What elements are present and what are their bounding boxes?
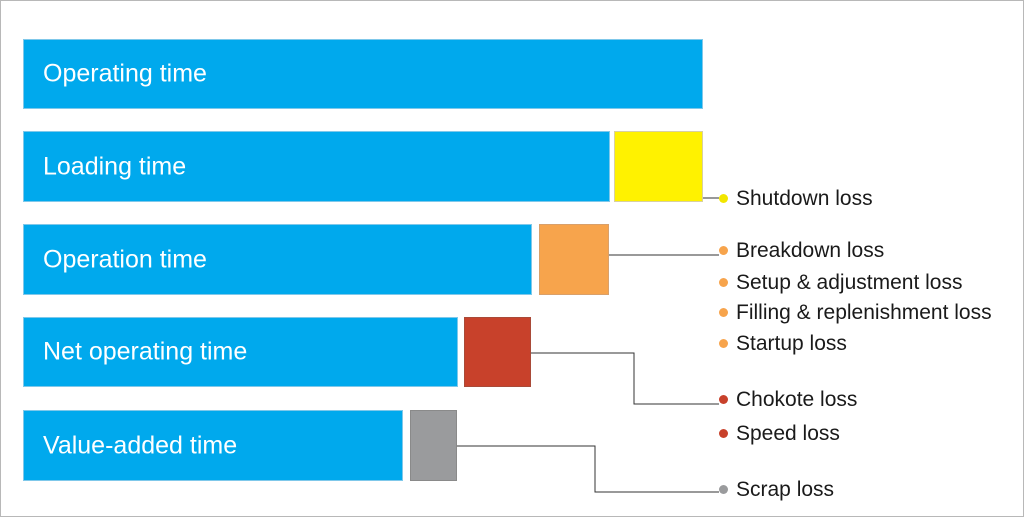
bullet-dot — [719, 429, 728, 438]
loss-label: Breakdown loss — [736, 239, 885, 262]
bullet-dot — [719, 194, 728, 203]
bar-label: Value-added time — [43, 431, 238, 459]
loss-label: Chokote loss — [736, 388, 858, 411]
bar-operating-time: Operating time — [23, 39, 703, 109]
loss-label: Setup & adjustment loss — [736, 271, 963, 294]
loss-item-startup: Startup loss — [719, 332, 847, 356]
loss-label: Shutdown loss — [736, 187, 873, 210]
loss-item-setup: Setup & adjustment loss — [719, 271, 962, 295]
bullet-dot — [719, 246, 728, 255]
loss-item-shutdown: Shutdown loss — [719, 187, 873, 211]
bar-loading-time: Loading time — [23, 131, 610, 202]
loss-label: Speed loss — [736, 422, 840, 445]
loss-item-breakdown: Breakdown loss — [719, 239, 884, 263]
loss-item-speed: Speed loss — [719, 422, 840, 446]
bullet-dot — [719, 395, 728, 404]
loss-item-chokote: Chokote loss — [719, 388, 857, 412]
connector-chokote — [531, 352, 719, 405]
bar-label: Loading time — [43, 152, 187, 180]
bar-label: Operation time — [43, 245, 207, 273]
bar-label: Operating time — [43, 59, 207, 88]
bar-operation-time: Operation time — [23, 224, 532, 295]
bar-label: Net operating time — [43, 337, 248, 366]
bullet-dot — [719, 278, 728, 287]
bullet-dot — [719, 339, 728, 348]
loss-label: Startup loss — [736, 332, 847, 355]
loss-box-operation — [539, 224, 609, 295]
connector-scrap — [457, 445, 719, 493]
bar-value-added-time: Value-added time — [23, 410, 403, 481]
loss-box-quality — [410, 410, 457, 481]
loss-box-shutdown — [614, 131, 703, 202]
bullet-dot — [719, 485, 728, 494]
loss-box-performance — [464, 317, 531, 387]
bullet-dot — [719, 308, 728, 317]
loss-label: Scrap loss — [736, 478, 835, 501]
loss-item-scrap: Scrap loss — [719, 478, 834, 502]
loss-item-filling: Filling & replenishment loss — [719, 301, 992, 325]
loss-label: Filling & replenishment loss — [736, 301, 992, 324]
bar-net-operating-time: Net operating time — [23, 317, 458, 387]
